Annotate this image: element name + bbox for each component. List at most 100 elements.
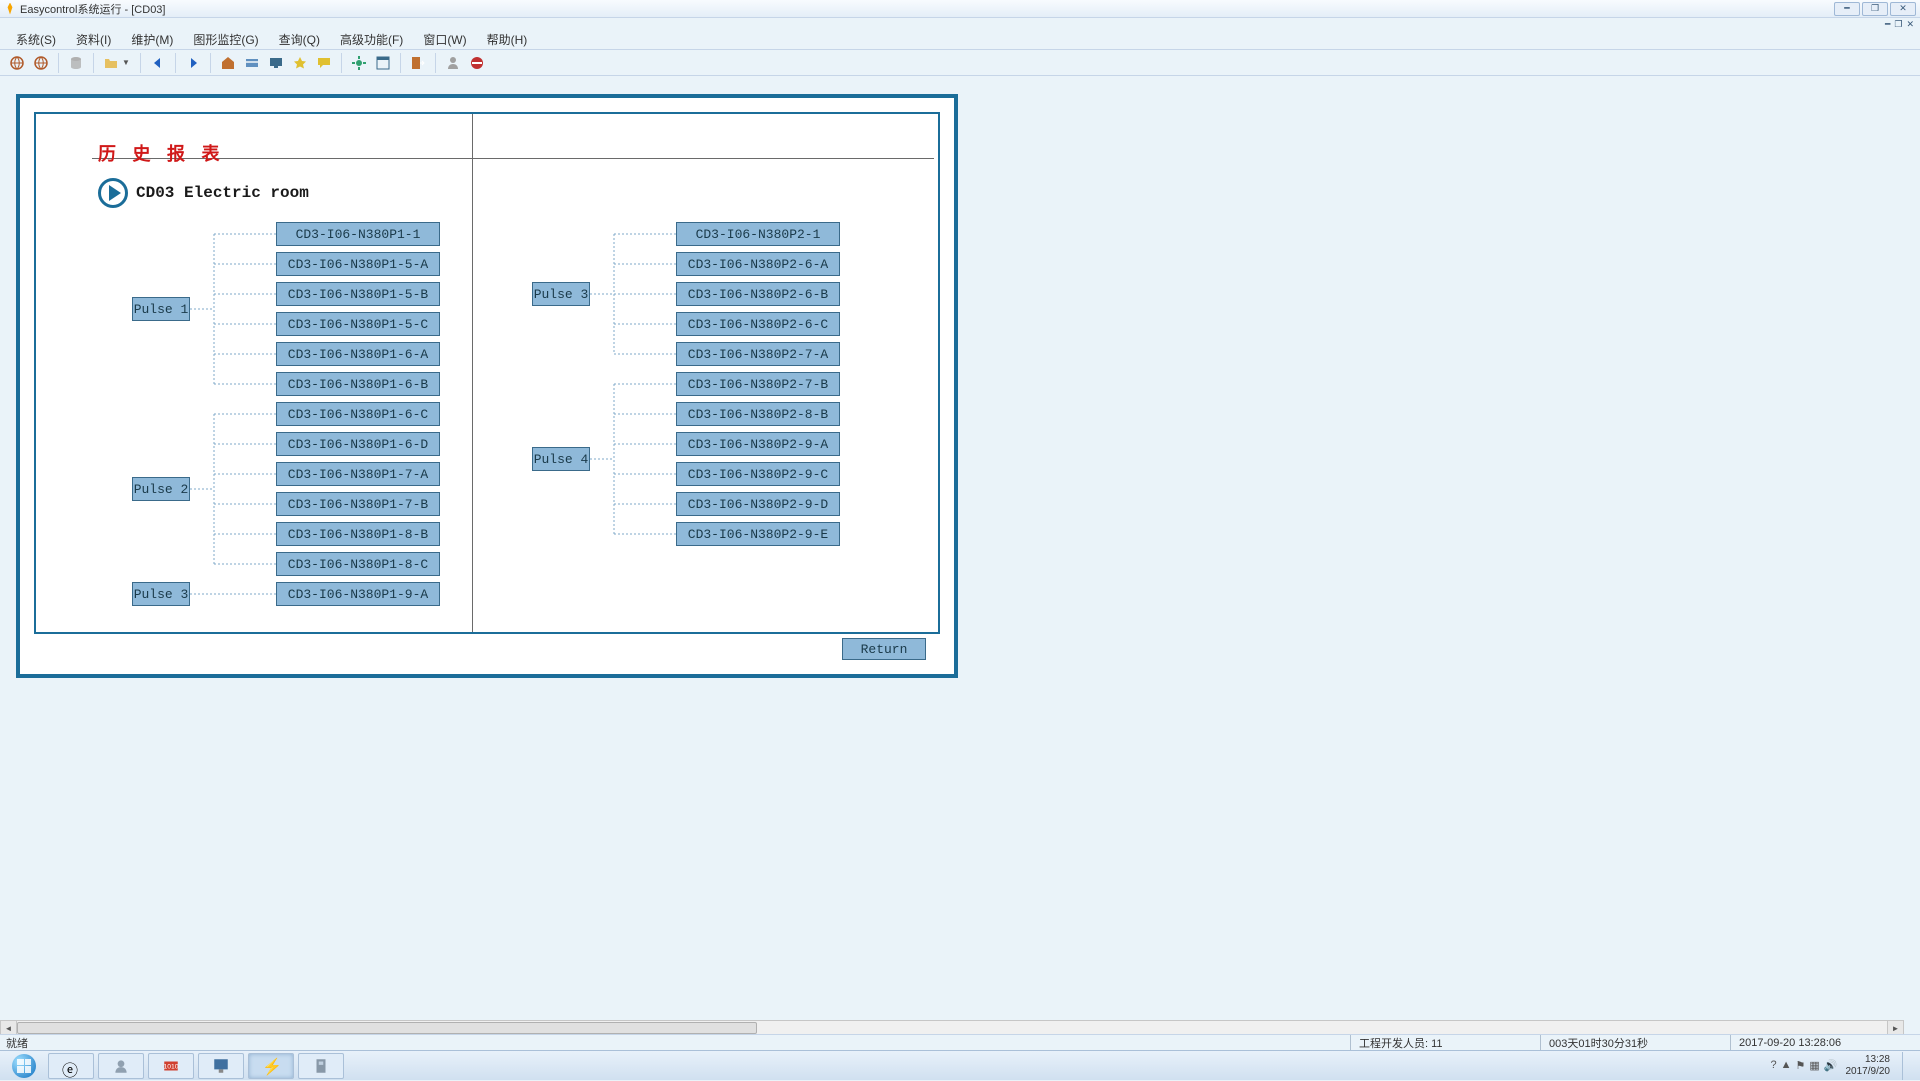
status-runtime: 003天01时30分31秒: [1540, 1035, 1730, 1050]
taskbar-app-2[interactable]: 1010: [148, 1053, 194, 1079]
toolbar-separator: [210, 53, 211, 73]
device-button[interactable]: CD3-I06-N380P1-8-B: [276, 522, 440, 546]
window-title: Easycontrol系统运行 - [CD03]: [20, 1, 165, 17]
tool-globe2-icon: [33, 55, 49, 71]
tray-chevron-up-icon[interactable]: ▲: [1781, 1059, 1792, 1072]
tool-win[interactable]: [372, 52, 394, 74]
device-button[interactable]: CD3-I06-N380P1-1: [276, 222, 440, 246]
mdi-close-icon[interactable]: ✕: [1906, 19, 1914, 30]
device-button[interactable]: CD3-I06-N380P1-5-B: [276, 282, 440, 306]
tool-home[interactable]: [217, 52, 239, 74]
device-button[interactable]: CD3-I06-N380P1-6-C: [276, 402, 440, 426]
device-button[interactable]: CD3-I06-N380P1-7-B: [276, 492, 440, 516]
tool-db[interactable]: [65, 52, 87, 74]
toolbar-separator: [58, 53, 59, 73]
taskbar-app-easycontrol[interactable]: ⚡: [248, 1053, 294, 1079]
status-dev: 工程开发人员: 11: [1350, 1035, 1540, 1050]
pulse-button[interactable]: Pulse 1: [132, 297, 190, 321]
device-button[interactable]: CD3-I06-N380P1-5-A: [276, 252, 440, 276]
device-button[interactable]: CD3-I06-N380P2-9-A: [676, 432, 840, 456]
device-button[interactable]: CD3-I06-N380P1-5-C: [276, 312, 440, 336]
close-button[interactable]: ✕: [1890, 2, 1916, 16]
panel-divider-v: [472, 114, 473, 632]
tool-monitor[interactable]: [265, 52, 287, 74]
device-button[interactable]: CD3-I06-N380P2-6-B: [676, 282, 840, 306]
device-button[interactable]: CD3-I06-N380P2-7-A: [676, 342, 840, 366]
toolbar-separator: [400, 53, 401, 73]
tool-monitor-icon: [268, 55, 284, 71]
device-button[interactable]: CD3-I06-N380P2-7-B: [676, 372, 840, 396]
tool-globe1[interactable]: [6, 52, 28, 74]
mdi-restore-icon[interactable]: ❐: [1894, 19, 1902, 30]
mdi-min-icon[interactable]: ━: [1885, 19, 1890, 30]
device-button[interactable]: CD3-I06-N380P1-6-A: [276, 342, 440, 366]
return-button[interactable]: Return: [842, 638, 926, 660]
menu-item-4[interactable]: 查询(Q): [271, 29, 328, 50]
device-button[interactable]: CD3-I06-N380P2-9-D: [676, 492, 840, 516]
restore-button[interactable]: ❐: [1862, 2, 1888, 16]
menu-item-2[interactable]: 维护(M): [123, 29, 181, 50]
device-button[interactable]: CD3-I06-N380P2-1: [676, 222, 840, 246]
tool-home-icon: [220, 55, 236, 71]
tool-stop-icon: [469, 55, 485, 71]
easycontrol-icon: ⚡: [262, 1057, 280, 1075]
device-button[interactable]: CD3-I06-N380P1-9-A: [276, 582, 440, 606]
panel-title: 历 史 报 表: [98, 140, 226, 166]
tool-back[interactable]: [147, 52, 169, 74]
tool-star[interactable]: [289, 52, 311, 74]
taskbar-app-5[interactable]: [298, 1053, 344, 1079]
title-bar: Easycontrol系统运行 - [CD03] ━ ❐ ✕: [0, 0, 1920, 18]
tool-folder-dropdown-icon[interactable]: ▼: [122, 58, 130, 67]
menu-item-3[interactable]: 图形监控(G): [185, 29, 266, 50]
scroll-left-arrow-icon[interactable]: ◄: [1, 1021, 17, 1035]
scroll-right-arrow-icon[interactable]: ►: [1887, 1021, 1903, 1035]
tray-help-icon[interactable]: ?: [1771, 1059, 1777, 1072]
device-button[interactable]: CD3-I06-N380P1-6-D: [276, 432, 440, 456]
toolbar-separator: [93, 53, 94, 73]
menu-item-1[interactable]: 资料(I): [68, 29, 119, 50]
menu-item-7[interactable]: 帮助(H): [479, 29, 536, 50]
tool-card[interactable]: [241, 52, 263, 74]
device-button[interactable]: CD3-I06-N380P1-7-A: [276, 462, 440, 486]
tool-fwd[interactable]: [182, 52, 204, 74]
tool-globe2[interactable]: [30, 52, 52, 74]
tool-stop[interactable]: [466, 52, 488, 74]
tray-clock[interactable]: 13:28 2017/9/20: [1846, 1054, 1891, 1078]
client-area: 历 史 报 表 CD03 Electric room CD3-I06-N380P…: [0, 76, 1920, 1036]
device-button[interactable]: CD3-I06-N380P2-6-A: [676, 252, 840, 276]
menu-item-0[interactable]: 系统(S): [8, 29, 64, 50]
tray-flag-icon[interactable]: ⚑: [1796, 1059, 1806, 1072]
taskbar: ⓔ 1010 ⚡ ? ▲ ⚑ ▦ 🔊 13:28 2017/9/20: [0, 1050, 1920, 1080]
device-button[interactable]: CD3-I06-N380P2-9-C: [676, 462, 840, 486]
app-icon: [4, 3, 16, 15]
scroll-thumb[interactable]: [17, 1022, 757, 1034]
taskbar-app-ie[interactable]: ⓔ: [48, 1053, 94, 1079]
device-button[interactable]: CD3-I06-N380P1-6-B: [276, 372, 440, 396]
pulse-button[interactable]: Pulse 3: [132, 582, 190, 606]
tray-net-icon[interactable]: ▦: [1809, 1059, 1819, 1072]
ie-icon: ⓔ: [62, 1057, 80, 1075]
status-ready: 就绪: [0, 1035, 36, 1050]
menu-item-5[interactable]: 高级功能(F): [332, 29, 411, 50]
menu-item-6[interactable]: 窗口(W): [415, 29, 474, 50]
taskbar-app-3[interactable]: [198, 1053, 244, 1079]
tool-exit[interactable]: [407, 52, 429, 74]
pulse-button[interactable]: Pulse 2: [132, 477, 190, 501]
minimize-button[interactable]: ━: [1834, 2, 1860, 16]
device-button[interactable]: CD3-I06-N380P2-8-B: [676, 402, 840, 426]
tool-folder[interactable]: [100, 52, 122, 74]
pulse-button[interactable]: Pulse 3: [532, 282, 590, 306]
play-icon[interactable]: [98, 178, 128, 208]
tool-gear[interactable]: [348, 52, 370, 74]
taskbar-app-1[interactable]: [98, 1053, 144, 1079]
tray-vol-icon[interactable]: 🔊: [1824, 1059, 1838, 1072]
show-desktop-button[interactable]: [1902, 1052, 1912, 1080]
tool-user[interactable]: [442, 52, 464, 74]
pulse-button[interactable]: Pulse 4: [532, 447, 590, 471]
device-button[interactable]: CD3-I06-N380P2-9-E: [676, 522, 840, 546]
tool-chat[interactable]: [313, 52, 335, 74]
device-button[interactable]: CD3-I06-N380P1-8-C: [276, 552, 440, 576]
start-button[interactable]: [4, 1052, 44, 1080]
device-button[interactable]: CD3-I06-N380P2-6-C: [676, 312, 840, 336]
toolbar: ▼: [0, 50, 1920, 76]
